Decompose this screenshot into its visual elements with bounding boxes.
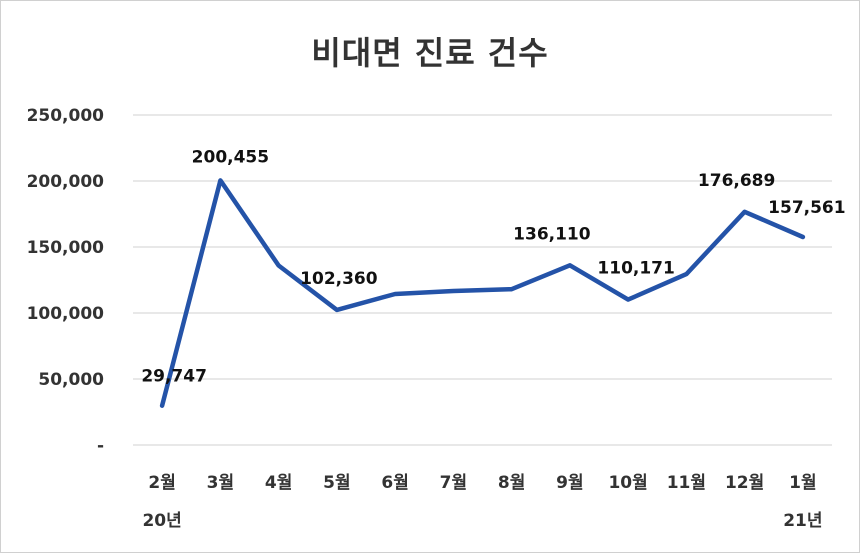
gridlines — [133, 114, 832, 446]
y-tick-label: 50,000 — [38, 370, 104, 390]
data-label: 29,747 — [141, 367, 207, 387]
data-label: 110,171 — [597, 259, 674, 279]
x-axis-ticks: 2월 3월 4월 5월 6월 7월 8월 9월 10월 11월 12월 1월 — [148, 473, 816, 493]
year-label: 20년 — [142, 511, 181, 531]
x-tick-label: 6월 — [381, 473, 408, 493]
y-tick-label: 150,000 — [27, 238, 105, 258]
y-tick-label: 250,000 — [27, 106, 105, 126]
x-tick-label: 10월 — [608, 473, 647, 493]
data-label: 157,561 — [768, 198, 845, 218]
x-tick-label: 9월 — [556, 473, 583, 493]
data-label: 102,360 — [300, 269, 378, 289]
x-tick-label: 7월 — [440, 473, 467, 493]
y-axis-ticks: - 50,000 100,000 150,000 200,000 250,000 — [27, 106, 105, 456]
data-labels: 29,747 200,455 102,360 136,110 110,171 176,68… — [141, 147, 845, 386]
x-tick-label: 12월 — [725, 473, 764, 493]
x-tick-label: 11월 — [667, 473, 706, 493]
y-tick-label: - — [97, 436, 104, 456]
x-tick-label: 5월 — [323, 473, 350, 493]
y-tick-label: 100,000 — [27, 304, 105, 324]
year-labels: 20년 21년 — [142, 511, 822, 531]
series-line — [159, 178, 806, 408]
x-tick-label: 1월 — [789, 473, 816, 493]
year-label: 21년 — [783, 511, 822, 531]
x-tick-label: 3월 — [207, 473, 234, 493]
data-label: 200,455 — [192, 147, 269, 167]
x-tick-label: 8월 — [498, 473, 525, 493]
chart-title: 비대면 진료 건수 — [311, 34, 549, 72]
data-label: 136,110 — [513, 224, 591, 244]
y-tick-label: 200,000 — [27, 172, 105, 192]
x-tick-label: 2월 — [148, 473, 175, 493]
x-tick-label: 4월 — [265, 473, 292, 493]
data-label: 176,689 — [698, 171, 775, 191]
